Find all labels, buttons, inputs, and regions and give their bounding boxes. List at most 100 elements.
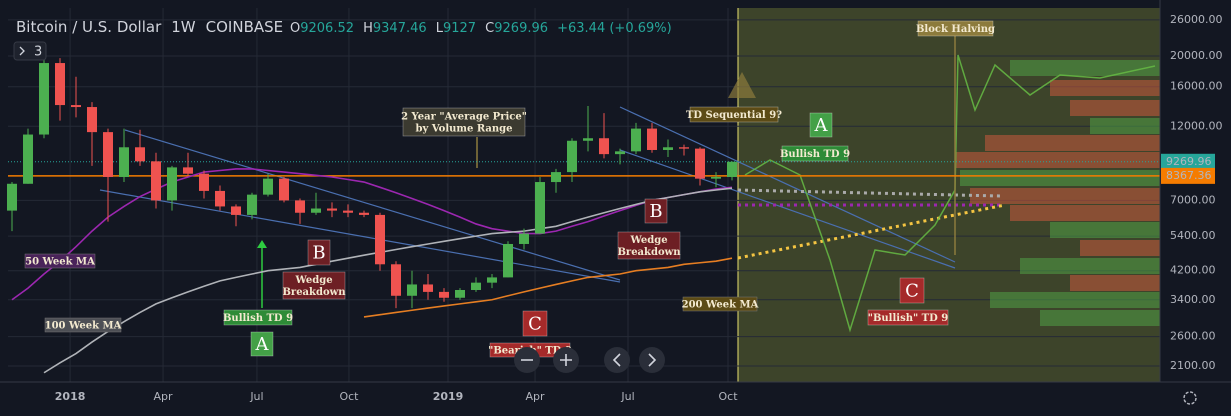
y-tick-label: 3400.00 (1170, 293, 1216, 306)
profile-bar (990, 292, 1160, 308)
y-tick-label: 4200.00 (1170, 264, 1216, 277)
x-tick-label: Apr (154, 390, 174, 403)
annotation-box (689, 106, 779, 123)
nav-buttons (514, 347, 1197, 405)
candle-body (263, 178, 273, 195)
scroll-right-button[interactable] (639, 347, 665, 373)
symbol: Bitcoin / U.S. Dollar 1W COINBASE (16, 18, 283, 36)
candle-body (39, 63, 49, 135)
profile-bar (985, 135, 1160, 151)
ma-line (363, 257, 733, 318)
arrow-head (257, 240, 267, 248)
ma-label: 200 Week MA (682, 300, 759, 311)
candle-body (711, 176, 721, 179)
candle-body (663, 147, 673, 150)
price-axis (1160, 0, 1231, 416)
annotation-box (223, 309, 293, 326)
annotation-text: Breakdown (617, 247, 681, 258)
x-tick-label: 2018 (55, 390, 86, 403)
x-tick-label: Oct (718, 390, 738, 403)
candle-body (407, 284, 417, 296)
candle-body (503, 243, 513, 278)
plus-icon (560, 354, 572, 366)
legend-toggle[interactable] (13, 41, 47, 61)
candle-body (247, 194, 257, 215)
profile-bar (970, 188, 1160, 204)
annotation-box (809, 112, 833, 138)
annotation-box (644, 198, 668, 224)
ohlc-key: O (290, 21, 300, 36)
profile-bar (1010, 60, 1160, 76)
plot (7, 57, 1160, 374)
candle-body (583, 138, 593, 141)
candle-body (615, 151, 625, 155)
annotations: 50 Week MA 100 Week MA 200 Week MA 2 Year "… (24, 20, 995, 358)
profile-bar (1050, 80, 1160, 96)
annotation-text: A (814, 115, 829, 136)
candle-body (535, 182, 545, 234)
arrow-head (728, 72, 756, 98)
wedge-line (619, 106, 956, 263)
profile-bar (960, 170, 1160, 186)
x-tick-label: Jul (249, 390, 263, 403)
wedge-line (124, 129, 621, 281)
annotation-text: by Volume Range (416, 124, 513, 135)
y-tick-label: 2600.00 (1170, 330, 1216, 343)
ma-label-box (682, 296, 758, 312)
x-tick-label: Oct (339, 390, 359, 403)
left-icon (612, 353, 621, 367)
y-tick-label: 5400.00 (1170, 229, 1216, 242)
annotation-text: A (255, 334, 270, 355)
candle-body (359, 212, 369, 215)
ohlc-value: 9127 (443, 21, 476, 36)
candle-body (391, 264, 401, 296)
settings-icon[interactable] (1183, 391, 1197, 405)
ma-line (43, 187, 733, 374)
annotation-text: Bullish TD 9 (780, 149, 850, 160)
wedge-line (99, 189, 621, 283)
annotation-text: C (905, 281, 919, 302)
annotation-box (307, 239, 331, 266)
candle-body (183, 167, 193, 174)
candle-body (567, 140, 577, 173)
annotation-text: 2 Year "Average Price" (401, 112, 527, 123)
x-tick-label: 2019 (433, 390, 464, 403)
candle-body (215, 190, 225, 207)
y-tick-label: 26000.00 (1170, 13, 1223, 26)
wedge-lines (99, 36, 1156, 333)
annotation-box (899, 277, 925, 304)
y-tick-label: 16000.00 (1170, 80, 1223, 93)
candle-body (695, 148, 705, 179)
ohlc-value: 9206.52 (300, 21, 354, 36)
wedge-line (619, 149, 956, 269)
price-tag (1161, 153, 1215, 170)
candle-body (551, 172, 561, 183)
candle-body (631, 128, 641, 152)
candle-body (599, 138, 609, 155)
annotation-text: Wedge (294, 275, 332, 286)
profile-bar (1080, 240, 1160, 256)
annotation-text: Wedge (629, 235, 667, 246)
chevron-icon (19, 46, 25, 56)
candle-body (375, 214, 385, 265)
candle-body (231, 206, 241, 215)
ma-line (11, 168, 733, 301)
candle-body (23, 134, 33, 184)
ma-projection (737, 203, 1006, 260)
profile-bar (955, 152, 1160, 168)
candle-body (151, 161, 161, 201)
fractal-projection (744, 54, 1156, 333)
scroll-left-button[interactable] (604, 347, 630, 373)
profile-bar (1070, 275, 1160, 291)
profile-bar (1050, 222, 1160, 238)
annotation-box (867, 309, 949, 326)
annotation-box (250, 331, 274, 357)
ohlc-value: 9269.96 (494, 21, 548, 36)
x-tick-label: Jul (620, 390, 634, 403)
y-tick-label: 12000.00 (1170, 119, 1223, 132)
ma-label: 50 Week MA (25, 257, 95, 268)
annotation-box (617, 231, 681, 260)
annotation-text: Block Halving (916, 24, 995, 35)
